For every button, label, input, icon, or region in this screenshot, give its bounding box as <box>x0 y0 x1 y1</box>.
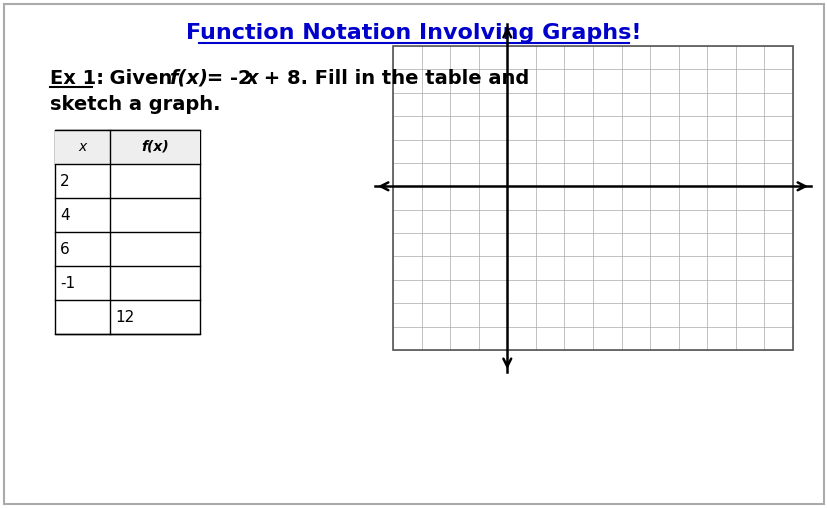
Text: f(x): f(x) <box>169 69 208 87</box>
Text: 4: 4 <box>60 207 69 223</box>
Text: Ex 1:: Ex 1: <box>50 69 104 87</box>
Text: x: x <box>79 140 87 154</box>
Text: 6: 6 <box>60 241 69 257</box>
Text: f(x): f(x) <box>141 140 169 154</box>
Text: x: x <box>246 69 258 87</box>
Bar <box>55 130 200 164</box>
Bar <box>393 46 792 350</box>
Text: sketch a graph.: sketch a graph. <box>50 96 220 114</box>
Bar <box>393 46 792 350</box>
Text: 2: 2 <box>60 174 69 188</box>
FancyBboxPatch shape <box>4 4 823 504</box>
Text: -1: -1 <box>60 275 75 291</box>
Bar <box>55 130 200 334</box>
Text: + 8. Fill in the table and: + 8. Fill in the table and <box>256 69 528 87</box>
Text: Given: Given <box>96 69 179 87</box>
Text: 12: 12 <box>115 309 134 325</box>
Text: Function Notation Involving Graphs!: Function Notation Involving Graphs! <box>186 23 641 43</box>
Text: = -2: = -2 <box>200 69 251 87</box>
